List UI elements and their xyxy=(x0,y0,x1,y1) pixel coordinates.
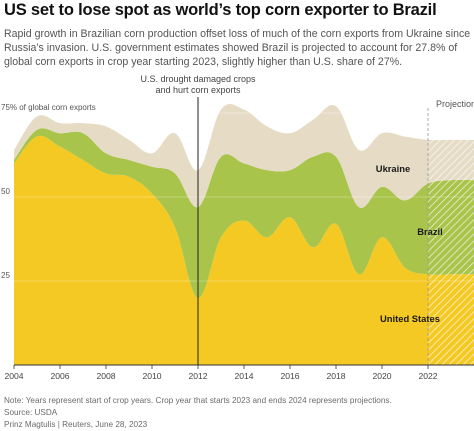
chart-labels: Ukraine Brazil United States xyxy=(376,163,443,324)
axes: 2004 2006 2008 2010 2012 2014 2016 2018 2020 2022 xyxy=(4,364,474,381)
projection-label: Projection xyxy=(436,99,474,109)
source-line: Source: USDA xyxy=(4,408,58,417)
x-tick-label: 2014 xyxy=(234,371,253,381)
series-label-united-states: United States xyxy=(380,313,440,324)
x-tick-label: 2004 xyxy=(4,371,23,381)
drought-annotation-text: and hurt corn exports xyxy=(155,85,241,95)
y-tick-label: 25 xyxy=(1,271,10,280)
x-tick-label: 2018 xyxy=(326,371,345,381)
x-tick-label: 2020 xyxy=(372,371,391,381)
x-tick-label: 2010 xyxy=(142,371,161,381)
overlays: Projection U.S. drought damaged cropsand … xyxy=(140,74,474,365)
y-tick-label: 75% of global corn exports xyxy=(1,103,96,112)
x-tick-label: 2006 xyxy=(50,371,69,381)
area-ukraine xyxy=(14,104,474,208)
x-tick-label: 2022 xyxy=(418,371,437,381)
x-tick-label: 2012 xyxy=(188,371,207,381)
area-united-states xyxy=(14,135,474,365)
x-tick-label: 2016 xyxy=(280,371,299,381)
area-brazil xyxy=(14,128,474,298)
gridlines: 75% of global corn exports 50 25 xyxy=(1,103,474,282)
drought-annotation-text: U.S. drought damaged crops xyxy=(140,74,256,84)
footnote: Note: Years represent start of crop year… xyxy=(4,396,392,405)
series-label-brazil: Brazil xyxy=(417,226,443,237)
chart-subtitle: Rapid growth in Brazilian corn productio… xyxy=(4,28,471,68)
projection-hatch xyxy=(428,139,474,365)
x-tick-label: 2008 xyxy=(96,371,115,381)
chart-title: US set to lose spot as world’s top corn … xyxy=(4,1,437,19)
y-tick-label: 50 xyxy=(1,187,10,196)
area-layers xyxy=(14,104,474,365)
series-label-ukraine: Ukraine xyxy=(376,163,410,174)
credit-line: Prinz Magtulis | Reuters, June 28, 2023 xyxy=(4,420,148,429)
